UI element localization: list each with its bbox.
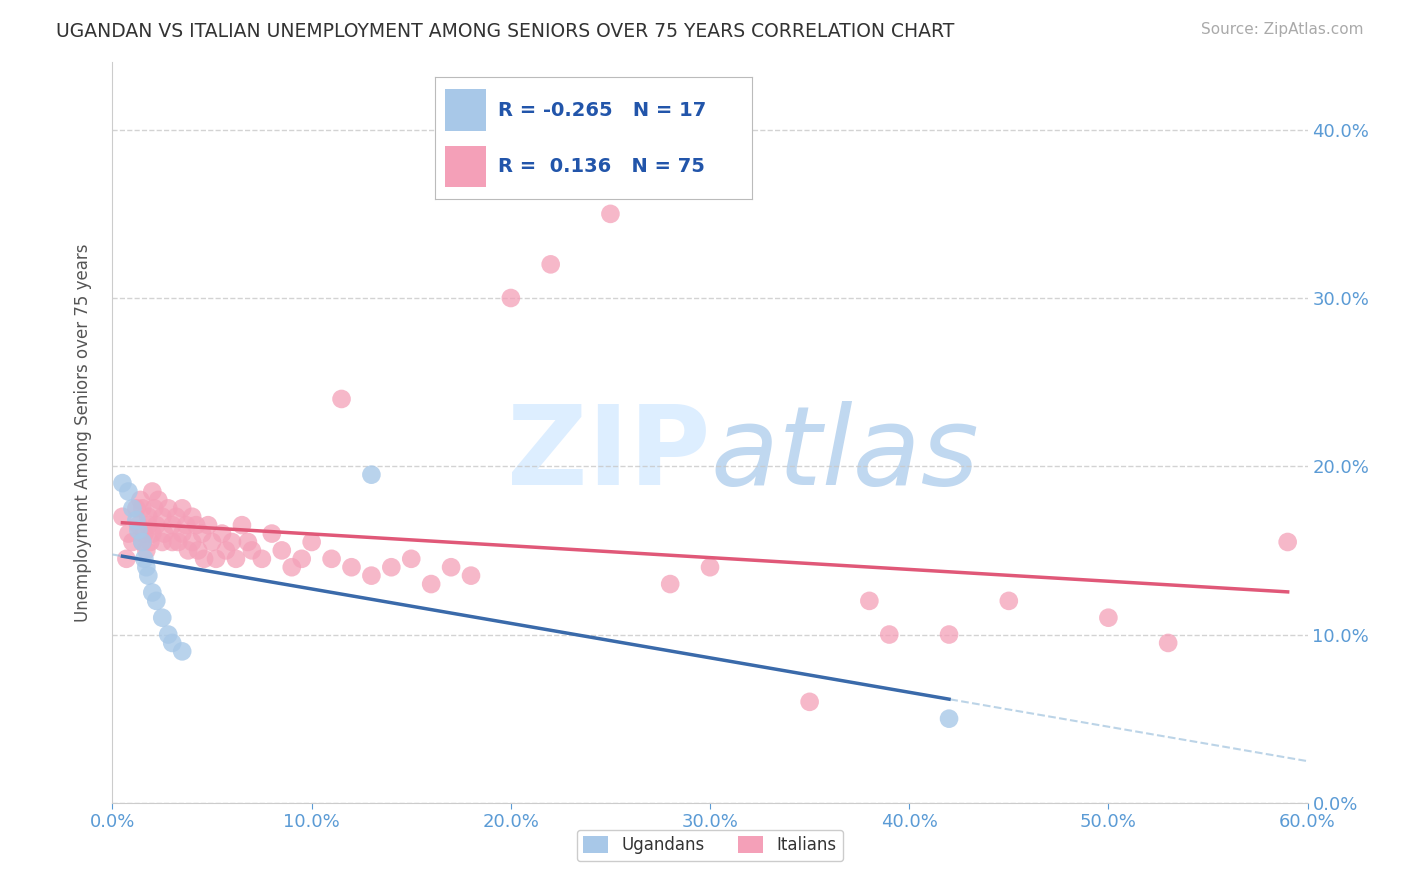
Point <box>148 492 170 507</box>
Point <box>211 526 233 541</box>
Point <box>360 467 382 482</box>
Point <box>125 513 148 527</box>
Point <box>129 492 152 507</box>
Point <box>221 535 243 549</box>
Point <box>145 594 167 608</box>
Point <box>321 551 343 566</box>
Point <box>134 551 156 566</box>
Point <box>225 551 247 566</box>
Point <box>197 518 219 533</box>
Point <box>172 526 194 541</box>
Point <box>193 551 215 566</box>
Point <box>879 627 901 641</box>
Point <box>150 535 173 549</box>
Point <box>153 526 176 541</box>
Point <box>125 501 148 516</box>
Point <box>111 509 134 524</box>
Point <box>131 501 153 516</box>
Point <box>205 551 228 566</box>
Point <box>191 526 214 541</box>
Point <box>460 568 482 582</box>
Point <box>186 518 208 533</box>
Point <box>174 518 197 533</box>
Point <box>998 594 1021 608</box>
Point <box>215 543 238 558</box>
Point <box>291 551 314 566</box>
Point <box>330 392 353 406</box>
Point <box>150 610 173 624</box>
Point <box>172 501 194 516</box>
Point <box>301 535 323 549</box>
Text: Source: ZipAtlas.com: Source: ZipAtlas.com <box>1201 22 1364 37</box>
Point <box>699 560 721 574</box>
Point <box>1097 610 1119 624</box>
Point <box>187 543 209 558</box>
Point <box>938 712 960 726</box>
Point <box>145 518 167 533</box>
Point <box>360 568 382 582</box>
Point <box>1157 636 1180 650</box>
Point <box>131 535 153 549</box>
Point <box>141 484 163 499</box>
Point <box>938 627 960 641</box>
Point <box>157 627 180 641</box>
Point <box>540 257 562 271</box>
Point <box>157 501 180 516</box>
Point <box>858 594 880 608</box>
Point <box>181 509 204 524</box>
Point <box>141 585 163 599</box>
Text: atlas: atlas <box>710 401 979 508</box>
Point <box>420 577 443 591</box>
Point <box>231 518 253 533</box>
Point <box>162 636 183 650</box>
Point <box>135 560 157 574</box>
Point <box>162 535 183 549</box>
Point <box>131 535 153 549</box>
Point <box>135 543 157 558</box>
Point <box>1277 535 1299 549</box>
Point <box>138 568 160 582</box>
Point <box>250 551 273 566</box>
Point <box>380 560 402 574</box>
Point <box>138 509 160 524</box>
Point <box>240 543 263 558</box>
Point <box>165 509 187 524</box>
Point <box>799 695 821 709</box>
Point <box>236 535 259 549</box>
Text: UGANDAN VS ITALIAN UNEMPLOYMENT AMONG SENIORS OVER 75 YEARS CORRELATION CHART: UGANDAN VS ITALIAN UNEMPLOYMENT AMONG SE… <box>56 22 955 41</box>
Point <box>139 535 162 549</box>
Text: ZIP: ZIP <box>506 401 710 508</box>
Point <box>599 207 621 221</box>
Point <box>172 644 194 658</box>
Point <box>201 535 224 549</box>
Point <box>115 551 138 566</box>
Y-axis label: Unemployment Among Seniors over 75 years: Unemployment Among Seniors over 75 years <box>73 244 91 622</box>
Point <box>177 543 200 558</box>
Point <box>117 484 139 499</box>
Point <box>111 476 134 491</box>
Point <box>117 526 139 541</box>
Point <box>127 523 149 537</box>
Point <box>121 535 143 549</box>
Point <box>141 526 163 541</box>
Point <box>260 526 283 541</box>
Point <box>121 501 143 516</box>
Point <box>440 560 463 574</box>
Legend: Ugandans, Italians: Ugandans, Italians <box>576 830 844 861</box>
Point <box>401 551 423 566</box>
Point <box>138 518 160 533</box>
Point <box>150 509 173 524</box>
Point <box>281 560 304 574</box>
Point <box>499 291 522 305</box>
Point <box>270 543 292 558</box>
Point <box>167 535 190 549</box>
Point <box>340 560 363 574</box>
Point <box>162 518 183 533</box>
Point <box>134 526 156 541</box>
Point <box>181 535 204 549</box>
Point <box>659 577 682 591</box>
Point <box>127 518 149 533</box>
Point <box>143 501 166 516</box>
